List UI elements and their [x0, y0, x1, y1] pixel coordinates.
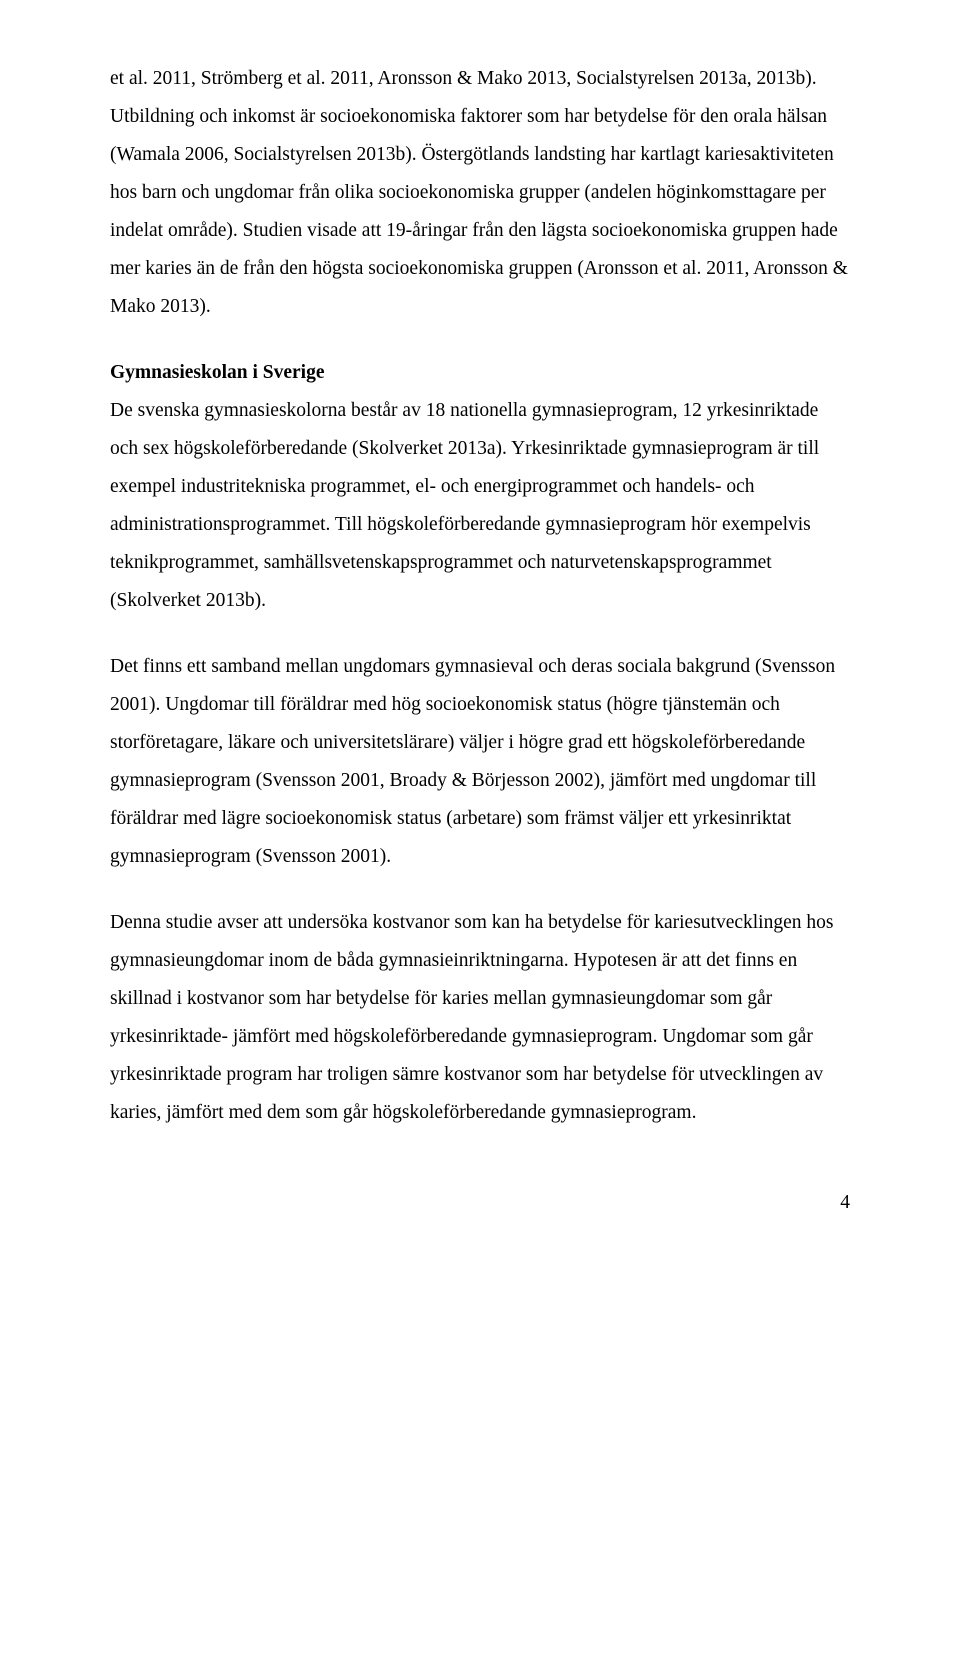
document-page: et al. 2011, Strömberg et al. 2011, Aron…	[0, 0, 960, 1294]
paragraph-3: Det finns ett samband mellan ungdomars g…	[110, 648, 850, 876]
page-number: 4	[110, 1192, 850, 1214]
paragraph-2: De svenska gymnasieskolorna består av 18…	[110, 392, 850, 620]
section: Gymnasieskolan i Sverige De svenska gymn…	[110, 354, 850, 620]
paragraph-4: Denna studie avser att undersöka kostvan…	[110, 904, 850, 1132]
paragraph-1: et al. 2011, Strömberg et al. 2011, Aron…	[110, 60, 850, 326]
section-heading: Gymnasieskolan i Sverige	[110, 354, 850, 392]
